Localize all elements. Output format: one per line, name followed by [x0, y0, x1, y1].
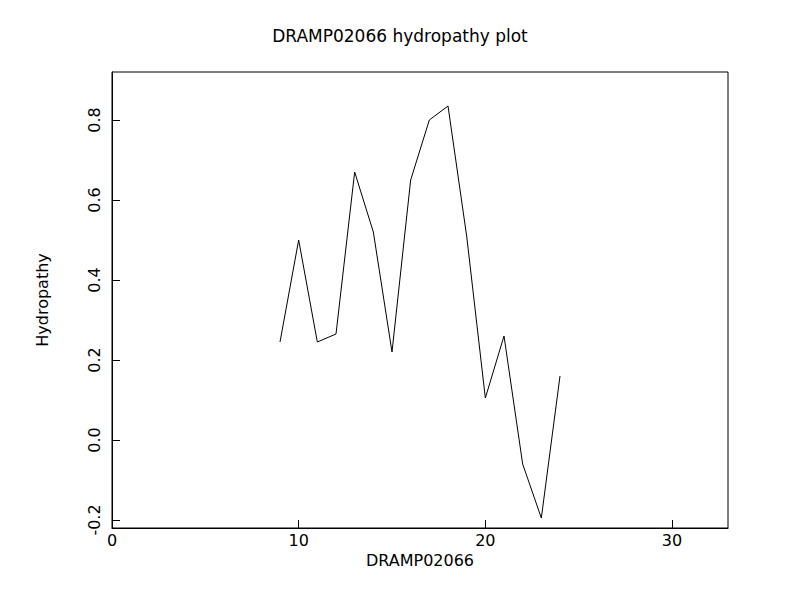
svg-text:30: 30	[662, 531, 682, 550]
svg-text:0.0: 0.0	[85, 427, 104, 452]
svg-text:0: 0	[107, 531, 117, 550]
svg-text:DRAMP02066: DRAMP02066	[366, 551, 474, 570]
svg-text:10: 10	[288, 531, 308, 550]
svg-text:-0.2: -0.2	[85, 504, 104, 535]
svg-text:DRAMP02066 hydropathy plot: DRAMP02066 hydropathy plot	[272, 26, 528, 46]
svg-text:0.2: 0.2	[85, 347, 104, 372]
svg-text:Hydropathy: Hydropathy	[33, 253, 52, 347]
svg-text:0.6: 0.6	[85, 187, 104, 212]
svg-text:0.4: 0.4	[85, 267, 104, 292]
svg-text:20: 20	[475, 531, 495, 550]
svg-text:0.8: 0.8	[85, 107, 104, 132]
